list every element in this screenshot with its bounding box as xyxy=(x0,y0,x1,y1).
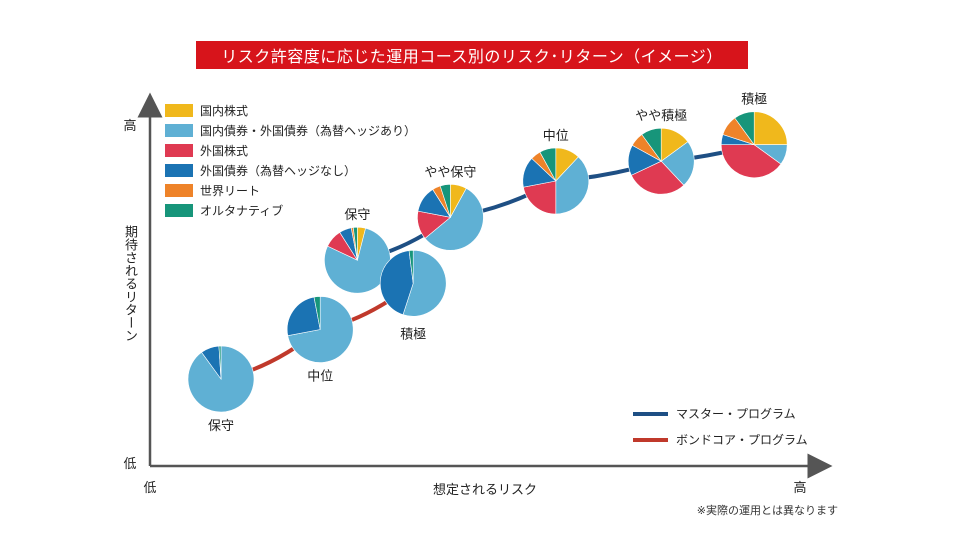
y-axis-label: 期待されるリターン xyxy=(122,225,137,342)
pie-label: 中位 xyxy=(307,370,333,385)
y-tick-high: 高 xyxy=(123,118,136,134)
disclaimer-note: ※実際の運用とは異なります xyxy=(696,504,838,517)
legend-swatch xyxy=(165,144,193,157)
pie-label: 保守 xyxy=(344,208,370,223)
x-axis-label: 想定されるリスク xyxy=(433,482,537,498)
pie-label: 中位 xyxy=(543,129,569,144)
line-legend-label: ボンドコア・プログラム xyxy=(676,433,808,447)
pie-1-1 xyxy=(324,226,391,294)
pie-label: 積極 xyxy=(400,326,426,342)
pie-slice xyxy=(286,296,321,337)
legend-swatch xyxy=(165,184,193,197)
pie-slice xyxy=(523,180,557,215)
legend-label: オルタナティブ xyxy=(200,203,283,218)
legend-item: 外国株式 xyxy=(165,143,248,158)
legend-label: 世界リート xyxy=(200,184,260,198)
pie-slice xyxy=(379,250,414,316)
pie-label: 保守 xyxy=(208,419,234,434)
pie-slice xyxy=(352,226,358,261)
pie-label: 積極 xyxy=(741,92,767,108)
legend-item: 国内債券・外国債券（為替ヘッジあり） xyxy=(165,123,416,138)
pie-slice xyxy=(439,183,451,218)
legend-item: 外国債券（為替ヘッジなし） xyxy=(165,163,356,178)
pie-slice xyxy=(660,141,695,186)
legend-item: オルタナティブ xyxy=(165,203,283,218)
pie-1-5 xyxy=(720,111,788,178)
pie-2-2 xyxy=(286,296,354,363)
pie-label: やや保守 xyxy=(424,165,476,180)
legend-swatch xyxy=(165,124,193,137)
legend-swatch xyxy=(165,104,193,117)
pie-slice xyxy=(408,249,414,284)
pie-slice xyxy=(720,144,782,178)
pie-2-1 xyxy=(187,345,255,413)
pie-slice xyxy=(641,127,662,163)
legend-swatch xyxy=(165,204,193,217)
legend-label: 国内株式 xyxy=(200,103,248,118)
legend-swatch xyxy=(165,164,193,177)
pie-slice xyxy=(424,187,484,251)
y-tick-low: 低 xyxy=(123,457,136,472)
x-tick-high: 高 xyxy=(793,480,806,496)
pie-1-4 xyxy=(627,127,695,195)
legend-label: 外国債券（為替ヘッジなし） xyxy=(200,163,356,178)
pie-1-2 xyxy=(417,183,484,251)
legend-label: 国内債券・外国債券（為替ヘッジあり） xyxy=(200,123,416,138)
chart-title: リスク許容度に応じた運用コース別のリスク･リターン（イメージ） xyxy=(196,41,748,69)
pie-1-3 xyxy=(522,147,590,215)
legend-label: 外国株式 xyxy=(200,143,248,158)
pie-slice xyxy=(734,111,755,146)
line-legend-label: マスター・プログラム xyxy=(676,407,796,421)
legend-item: 世界リート xyxy=(165,184,260,198)
pie-2-3 xyxy=(379,249,447,317)
pie-slice xyxy=(555,156,590,215)
pie-slice xyxy=(402,249,447,317)
pie-slice xyxy=(218,345,222,380)
x-tick-low: 低 xyxy=(143,481,156,496)
pie-slice xyxy=(753,111,788,145)
pie-slice xyxy=(313,296,321,330)
pie-label: やや積極 xyxy=(635,108,687,124)
legend-item: 国内株式 xyxy=(165,103,248,118)
line-legend-item: ボンドコア・プログラム xyxy=(633,433,808,447)
pie-slice xyxy=(539,147,557,182)
pie-slice xyxy=(630,160,685,195)
line-legend-item: マスター・プログラム xyxy=(633,407,796,421)
pie-slice xyxy=(324,227,391,294)
